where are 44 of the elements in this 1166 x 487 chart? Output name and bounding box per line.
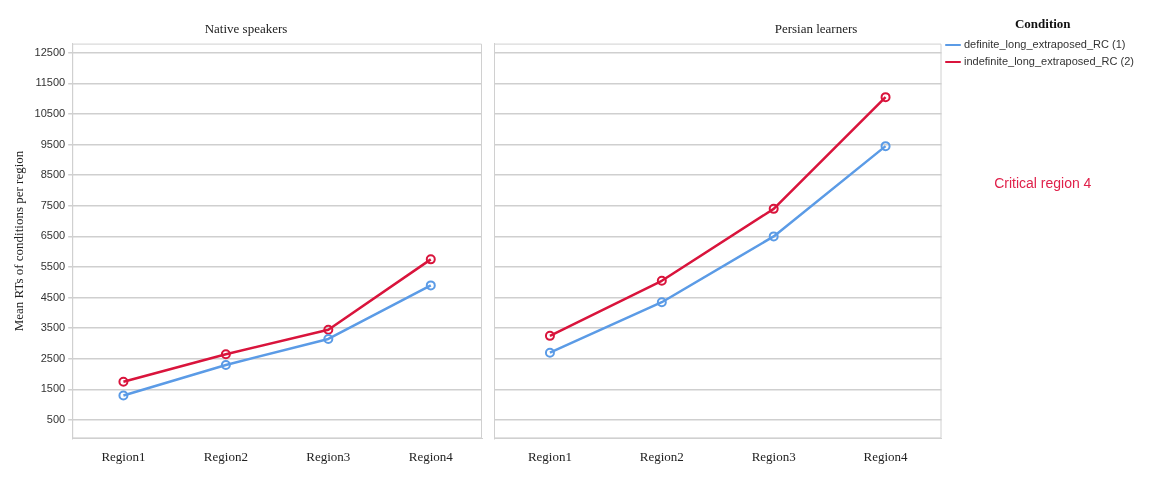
y-axis-title: Mean RTs of conditions per region	[11, 150, 27, 332]
y-tick-label: 5500	[40, 260, 66, 273]
point	[656, 275, 667, 286]
y-tick-label: 6500	[40, 229, 66, 242]
y-tick-label: 4500	[40, 290, 66, 303]
x-tick-label: Region1	[101, 448, 146, 464]
point	[656, 297, 667, 308]
legend-label: indefinite_long_extraposed_RC (2)	[964, 55, 1134, 68]
y-tick-label: 2500	[40, 351, 66, 364]
point	[768, 203, 779, 214]
y-tick-label: 12500	[34, 45, 66, 58]
y-tick-label: 11500	[35, 76, 66, 89]
y-tick-label: 10500	[34, 107, 66, 120]
x-tick-label: Region1	[527, 448, 572, 464]
chart-title: Persian learners	[774, 21, 858, 37]
y-tick-label: 3500	[40, 321, 66, 334]
point	[118, 390, 129, 401]
point	[425, 280, 436, 291]
y-tick-label: 1500	[40, 382, 66, 395]
point	[323, 324, 334, 335]
point	[768, 231, 779, 242]
point	[544, 330, 555, 341]
y-tick-label: 500	[46, 413, 66, 426]
legend-title: Condition	[1014, 15, 1072, 31]
x-tick-label: Region4	[863, 448, 909, 464]
x-tick-label: Region2	[203, 448, 248, 464]
point	[880, 141, 891, 152]
point	[880, 92, 891, 103]
point	[323, 333, 334, 344]
legend-label: definite_long_extraposed_RC (1)	[964, 38, 1126, 51]
point	[220, 349, 231, 360]
x-tick-label: Region4	[408, 448, 454, 464]
y-tick-label: 8500	[40, 168, 66, 181]
x-tick-label: Region2	[639, 448, 684, 464]
chart-title: Native speakers	[204, 21, 288, 37]
point	[118, 376, 129, 387]
point	[544, 347, 555, 358]
y-tick-label: 9500	[40, 137, 66, 150]
x-tick-label: Region3	[306, 448, 351, 464]
y-tick-label: 7500	[40, 198, 66, 211]
text: Critical region 4	[994, 175, 1092, 191]
point	[425, 254, 436, 265]
x-tick-label: Region3	[751, 448, 796, 464]
point	[220, 359, 231, 370]
